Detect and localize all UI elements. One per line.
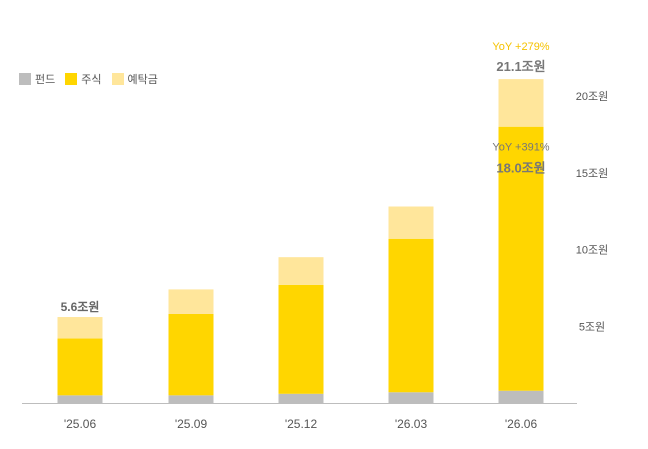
legend-label-deposit: 예탁금 xyxy=(127,74,158,86)
legend-swatch-fund xyxy=(19,73,31,85)
legend: 펀드 주식 예탁금 xyxy=(19,71,168,87)
legend-item-stock: 주식 xyxy=(65,71,102,87)
x-tick-label-0: '25.06 xyxy=(64,417,97,431)
legend-item-fund: 펀드 xyxy=(19,71,55,87)
data-label-total-4: 21.1조원 xyxy=(496,59,545,74)
legend-label-stock: 주식 xyxy=(81,74,102,86)
data-label-stock-4: 18.0조원 xyxy=(496,161,545,176)
legend-swatch-stock xyxy=(65,73,78,85)
y-tick-label-0: 5조원 xyxy=(579,320,605,333)
bar-segment-fund-0 xyxy=(57,395,103,403)
bar-segment-stock-1 xyxy=(168,313,214,396)
bar-segment-fund-2 xyxy=(278,393,324,403)
legend-swatch-deposit xyxy=(111,73,124,85)
data-label-yoy-total: YoY +279% xyxy=(492,41,549,53)
bar-segment-deposit-1 xyxy=(168,289,214,314)
bar-segment-fund-3 xyxy=(388,392,434,403)
data-label-total-0: 5.6조원 xyxy=(61,300,100,314)
x-tick-label-4: '26.06 xyxy=(505,417,538,431)
x-tick-label-3: '26.03 xyxy=(395,417,428,431)
bar-segment-stock-4 xyxy=(498,126,544,391)
bar-segment-deposit-4 xyxy=(498,79,544,127)
y-tick-label-2: 15조원 xyxy=(576,167,608,180)
bar-segment-fund-1 xyxy=(168,395,214,403)
bar-segment-stock-2 xyxy=(278,284,324,394)
y-tick-label-1: 10조원 xyxy=(576,244,608,257)
x-tick-label-1: '25.09 xyxy=(175,417,208,431)
legend-item-deposit: 예탁금 xyxy=(111,71,158,87)
bar-segment-stock-0 xyxy=(57,338,103,396)
data-label-yoy-stock: YoY +391% xyxy=(492,142,549,154)
y-tick-label-3: 20조원 xyxy=(576,90,608,103)
bar-segment-deposit-3 xyxy=(388,206,434,239)
bar-segment-stock-3 xyxy=(388,238,434,393)
legend-label-fund: 펀드 xyxy=(35,74,56,86)
bar-segment-fund-4 xyxy=(498,390,544,403)
bar-segment-deposit-0 xyxy=(57,317,103,339)
x-tick-label-2: '25.12 xyxy=(285,417,318,431)
bar-segment-deposit-2 xyxy=(278,257,324,285)
